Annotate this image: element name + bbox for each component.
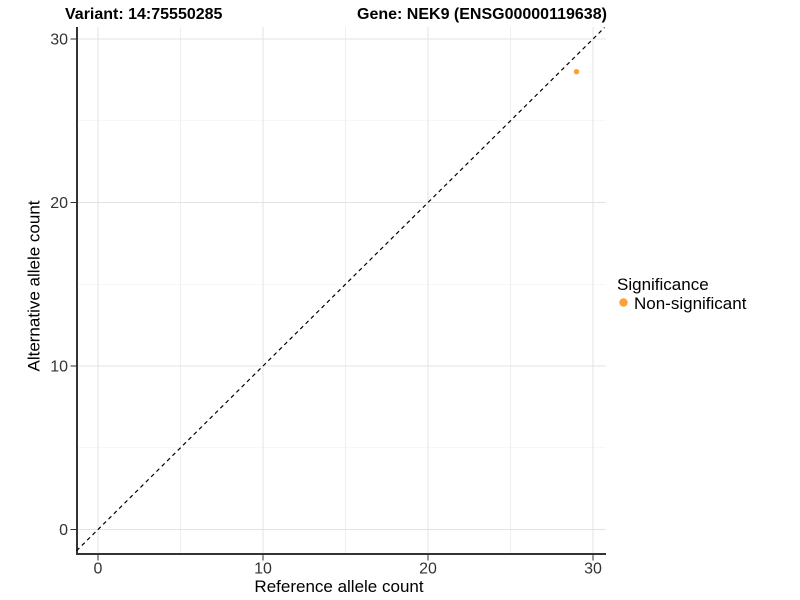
- legend-item-label: Non-significant: [634, 294, 747, 313]
- plot-title-variant: Variant: 14:75550285: [65, 6, 223, 23]
- x-tick-label: 0: [94, 561, 103, 578]
- data-points: [573, 69, 580, 75]
- legend-key-dot: [619, 298, 628, 307]
- legend-key-dot: [619, 298, 628, 307]
- x-axis-title: Reference allele count: [254, 577, 424, 596]
- y-tick-label: 20: [50, 195, 68, 212]
- y-tick-label: 30: [50, 32, 68, 49]
- gridlines-major: [77, 27, 606, 554]
- gridlines-minor: [77, 27, 606, 554]
- x-tick-label: 30: [584, 561, 602, 578]
- x-tick-label: 20: [419, 561, 437, 578]
- x-tick-label: 10: [254, 561, 272, 578]
- tick-marks: [70, 38, 594, 561]
- y-tick-label: 10: [50, 359, 68, 376]
- y-axis-title: Alternative allele count: [24, 200, 44, 372]
- tick-labels: 0 10 20 30 0 10 20 30: [50, 32, 602, 578]
- y-tick-label: 0: [59, 522, 68, 539]
- axis-lines: [76, 27, 606, 555]
- legend-title: Significance: [617, 275, 709, 294]
- data-point: [573, 69, 580, 75]
- identity-dashed-line: [76, 27, 605, 552]
- plot-title-gene: Gene: NEK9 (ENSG00000119638): [357, 6, 607, 23]
- identity-line: [76, 27, 605, 552]
